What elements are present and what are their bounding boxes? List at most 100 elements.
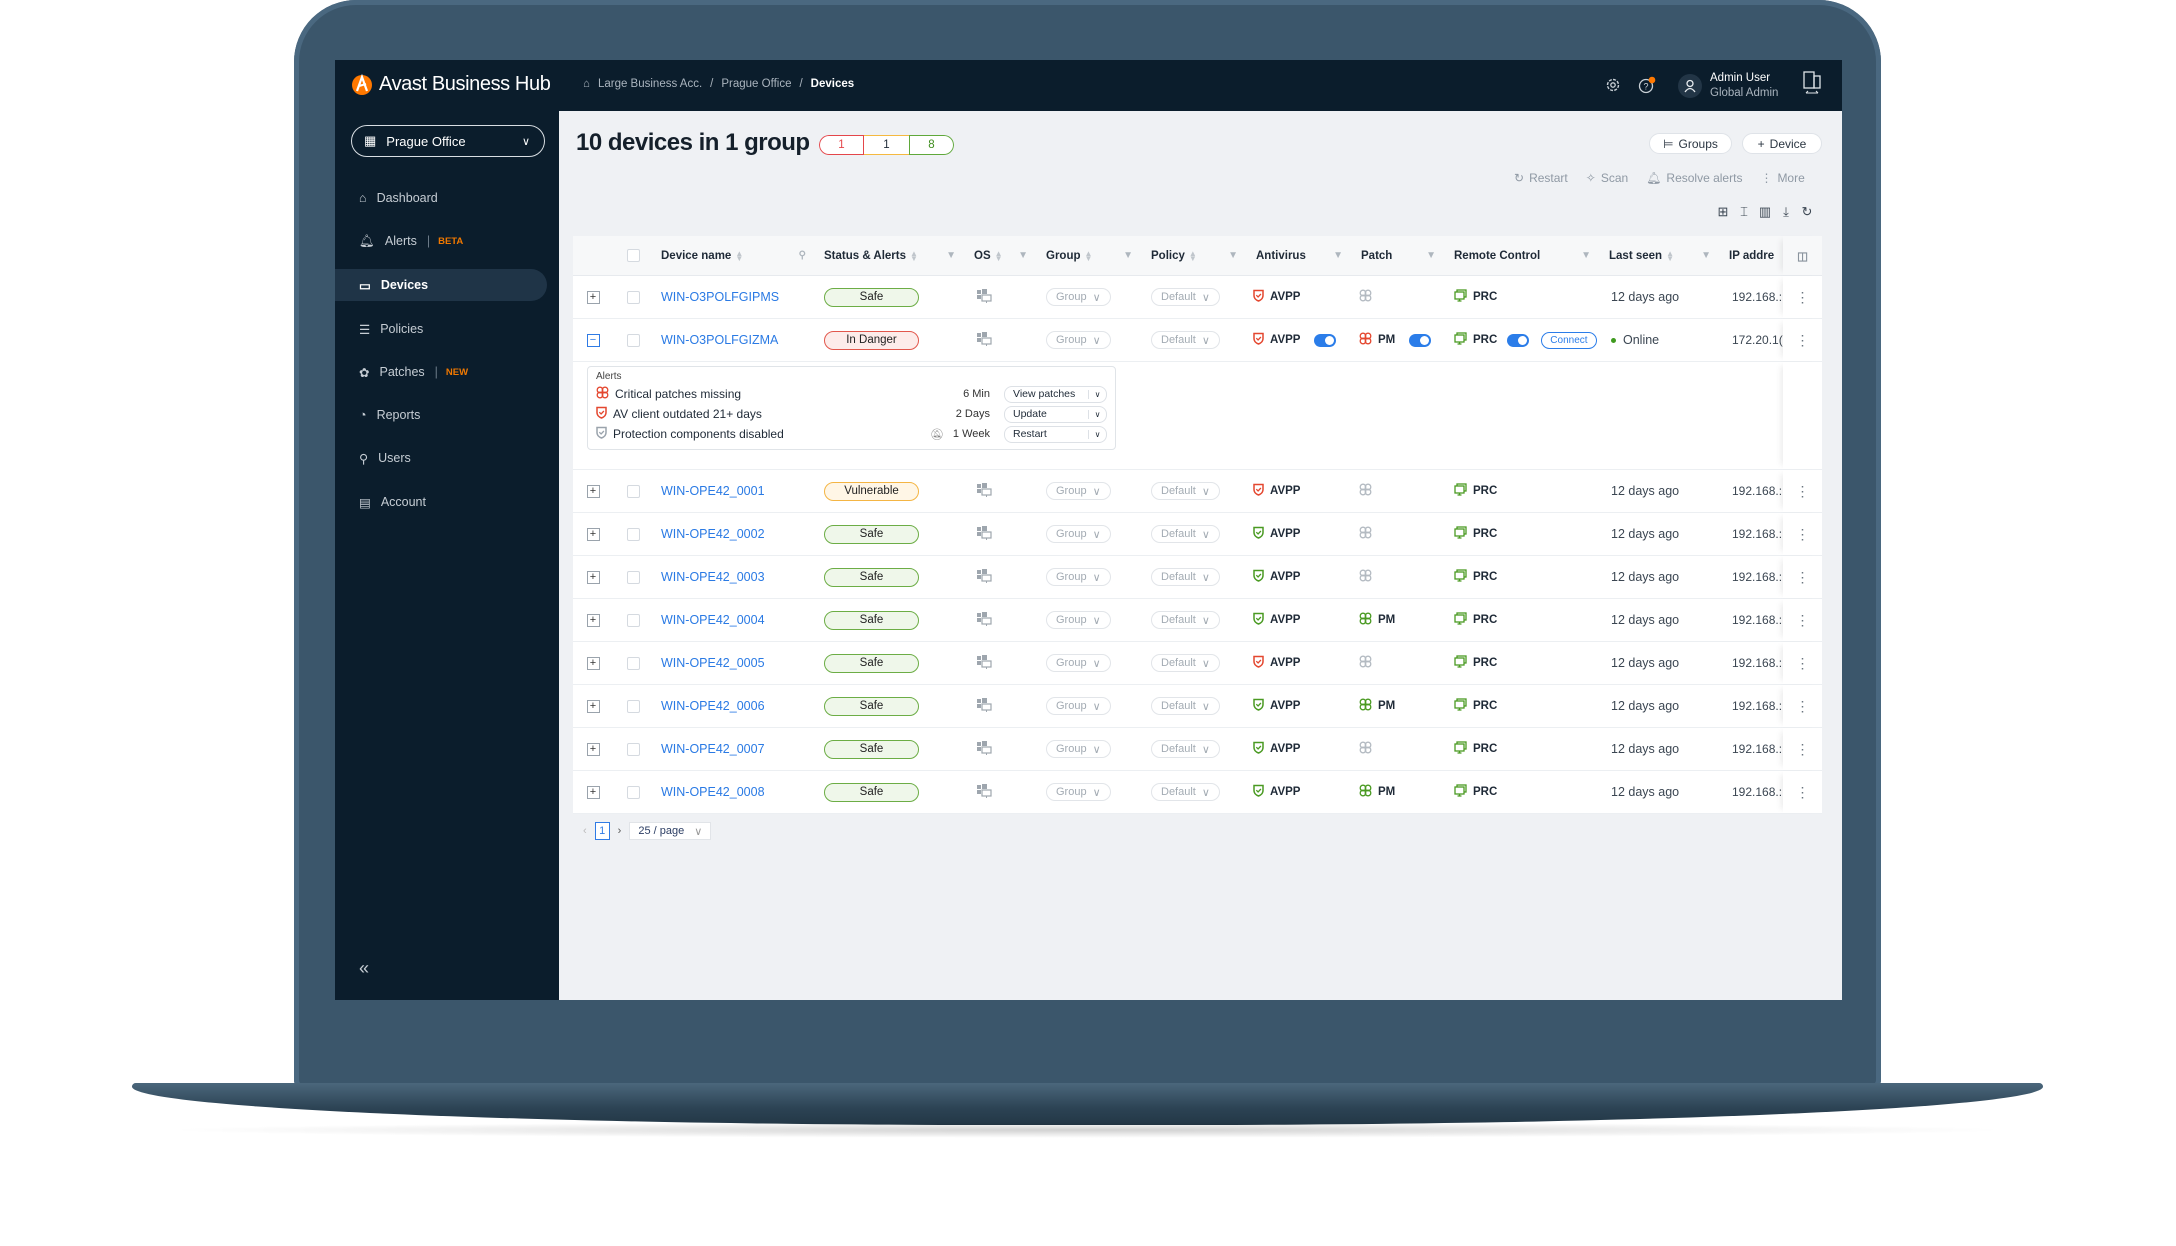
- device-name-link[interactable]: WIN-OPE42_0002: [661, 527, 765, 541]
- sort-icon[interactable]: ▲ ▼: [910, 248, 918, 263]
- row-menu-kebab-icon[interactable]: ⋮: [1795, 288, 1810, 305]
- office-selector[interactable]: ▦ Prague Office ∨: [351, 125, 545, 157]
- filter-icon[interactable]: ▼: [1701, 250, 1711, 261]
- group-select[interactable]: Group ∨: [1046, 525, 1111, 543]
- sidebar-item-devices[interactable]: ▭ Devices: [335, 269, 547, 301]
- collapse-row-icon[interactable]: −: [586, 333, 600, 347]
- policy-select[interactable]: Default ∨: [1151, 288, 1220, 306]
- danger-count[interactable]: 1: [819, 135, 864, 155]
- table-row[interactable]: + WIN-O3POLFGIPMS Safe Group ∨ Default ∨ A…: [573, 276, 1822, 319]
- vulnerable-count[interactable]: 1: [864, 135, 909, 155]
- alert-action-button[interactable]: View patches ∨: [1004, 385, 1107, 403]
- device-name-link[interactable]: WIN-O3POLFGIZMA: [661, 333, 779, 347]
- group-select[interactable]: Group ∨: [1046, 654, 1111, 672]
- device-name-link[interactable]: WIN-O3POLFGIPMS: [661, 290, 780, 304]
- group-select[interactable]: Group ∨: [1046, 568, 1111, 586]
- table-row[interactable]: + WIN-OPE42_0001 Vulnerable Group ∨ Defau…: [573, 470, 1822, 513]
- row-menu-kebab-icon[interactable]: ⋮: [1795, 525, 1810, 542]
- breadcrumb-item[interactable]: Large Business Acc.: [597, 78, 703, 90]
- expand-all-icon[interactable]: ⊞: [1717, 204, 1729, 219]
- filter-icon[interactable]: ▼: [1228, 250, 1238, 261]
- avatar-icon[interactable]: [1678, 74, 1702, 98]
- chevron-down-icon[interactable]: ∨: [1088, 429, 1106, 439]
- row-checkbox[interactable]: [626, 742, 640, 756]
- user-info[interactable]: Admin User Global Admin: [1710, 71, 1778, 101]
- expand-row-icon[interactable]: +: [586, 484, 600, 498]
- status-badge[interactable]: Safe: [824, 739, 919, 759]
- switch-company-icon[interactable]: [1800, 71, 1824, 95]
- group-select[interactable]: Group ∨: [1046, 697, 1111, 715]
- policy-select[interactable]: Default ∨: [1151, 611, 1220, 629]
- policy-select[interactable]: Default ∨: [1151, 568, 1220, 586]
- group-select[interactable]: Group ∨: [1046, 331, 1111, 349]
- status-badge[interactable]: Safe: [824, 782, 919, 802]
- sidebar-item-policies[interactable]: ☰ Policies: [335, 313, 547, 345]
- row-checkbox[interactable]: [626, 699, 640, 713]
- device-name-link[interactable]: WIN-OPE42_0007: [661, 742, 765, 756]
- table-row[interactable]: + WIN-OPE42_0006 Safe Group ∨ Default ∨ AV…: [573, 685, 1822, 728]
- col-status[interactable]: Status & Alerts ▲ ▼ ▼: [824, 248, 956, 263]
- sort-icon[interactable]: ▲ ▼: [1084, 248, 1093, 263]
- add-device-button[interactable]: + Device: [1742, 133, 1822, 154]
- sort-icon[interactable]: ▲ ▼: [735, 248, 744, 263]
- patch-toggle[interactable]: [1409, 333, 1432, 347]
- device-name-link[interactable]: WIN-OPE42_0003: [661, 570, 765, 584]
- status-badge[interactable]: Safe: [824, 610, 919, 630]
- col-ip-address[interactable]: IP addre: [1729, 249, 1775, 262]
- device-name-link[interactable]: WIN-OPE42_0006: [661, 699, 765, 713]
- row-menu-kebab-icon[interactable]: ⋮: [1795, 740, 1810, 757]
- policy-select[interactable]: Default ∨: [1151, 525, 1220, 543]
- device-name-link[interactable]: WIN-OPE42_0004: [661, 613, 765, 627]
- sort-icon[interactable]: ▲ ▼: [1188, 248, 1197, 263]
- expand-row-icon[interactable]: +: [586, 290, 600, 304]
- policy-select[interactable]: Default ∨: [1151, 697, 1220, 715]
- table-row[interactable]: + WIN-OPE42_0007 Safe Group ∨ Default ∨ AV…: [573, 728, 1822, 771]
- sidebar-item-alerts[interactable]: 🔔︎ Alerts | BETA: [359, 233, 464, 249]
- device-name-link[interactable]: WIN-OPE42_0001: [661, 484, 765, 498]
- breadcrumb-item[interactable]: Prague Office: [721, 78, 792, 90]
- sidebar-item-patches[interactable]: ✿ Patches | NEW: [359, 365, 469, 380]
- groups-button[interactable]: ⊨ Groups: [1649, 133, 1732, 154]
- resolve-alerts-button[interactable]: 🔔︎ Resolve alerts: [1646, 171, 1742, 185]
- sidebar-item-reports[interactable]: ◔ Reports: [335, 399, 547, 431]
- row-checkbox[interactable]: [626, 527, 640, 541]
- col-policy[interactable]: Policy ▲ ▼ ▼: [1151, 248, 1238, 263]
- chevron-down-icon[interactable]: ∨: [1088, 389, 1106, 399]
- policy-select[interactable]: Default ∨: [1151, 482, 1220, 500]
- page-1[interactable]: 1: [594, 822, 610, 840]
- next-page-icon[interactable]: ›: [617, 825, 622, 837]
- select-all-checkbox[interactable]: [626, 249, 640, 262]
- row-checkbox[interactable]: [626, 484, 640, 498]
- status-badge[interactable]: Safe: [824, 567, 919, 587]
- filter-icon[interactable]: ▼: [1426, 250, 1436, 261]
- chevron-down-icon[interactable]: ∨: [1088, 409, 1106, 419]
- prev-page-icon[interactable]: ‹: [583, 825, 587, 837]
- status-badge[interactable]: Safe: [824, 287, 919, 307]
- alert-action-button[interactable]: Update ∨: [1004, 405, 1107, 423]
- expand-row-icon[interactable]: +: [586, 527, 600, 541]
- sort-icon[interactable]: ▲ ▼: [1666, 248, 1674, 263]
- col-device-name[interactable]: Device name ▲ ▼ ⚲: [661, 248, 806, 263]
- group-select[interactable]: Group ∨: [1046, 783, 1111, 801]
- collapse-sidebar-icon[interactable]: «: [359, 958, 370, 978]
- policy-select[interactable]: Default ∨: [1151, 654, 1220, 672]
- sidebar-item-dashboard[interactable]: ⌂ Dashboard: [335, 182, 547, 214]
- alert-action-button[interactable]: Restart ∨: [1004, 425, 1107, 443]
- filter-icon[interactable]: ▼: [946, 250, 956, 261]
- policy-select[interactable]: Default ∨: [1151, 740, 1220, 758]
- row-menu-kebab-icon[interactable]: ⋮: [1795, 482, 1810, 499]
- col-os[interactable]: OS ▲ ▼ ▼: [974, 248, 1028, 263]
- scan-button[interactable]: ✧ Scan: [1586, 171, 1628, 185]
- expand-row-icon[interactable]: +: [586, 785, 600, 799]
- search-icon[interactable]: ⚲: [798, 250, 806, 261]
- group-select[interactable]: Group ∨: [1046, 611, 1111, 629]
- row-checkbox[interactable]: [626, 613, 640, 627]
- expand-row-icon[interactable]: +: [586, 570, 600, 584]
- col-group[interactable]: Group ▲ ▼ ▼: [1046, 248, 1133, 263]
- row-menu-kebab-icon[interactable]: ⋮: [1795, 611, 1810, 628]
- col-remote-control[interactable]: Remote Control ▼: [1454, 249, 1591, 262]
- device-name-link[interactable]: WIN-OPE42_0005: [661, 656, 765, 670]
- expand-row-icon[interactable]: +: [586, 742, 600, 756]
- group-select[interactable]: Group ∨: [1046, 482, 1111, 500]
- row-height-icon[interactable]: ⌶: [1740, 204, 1748, 219]
